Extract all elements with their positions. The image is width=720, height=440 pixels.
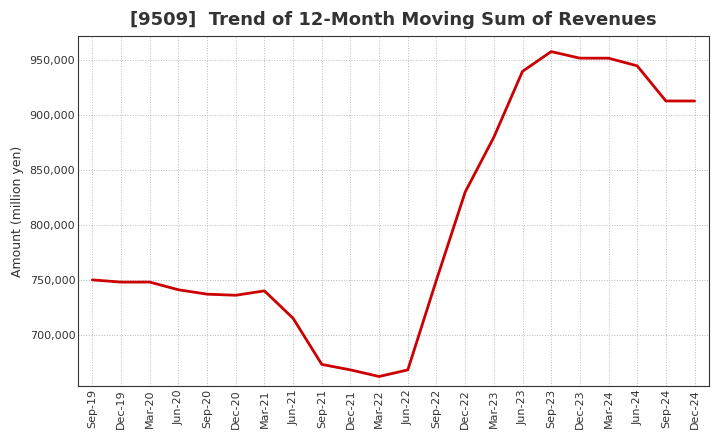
Title: [9509]  Trend of 12-Month Moving Sum of Revenues: [9509] Trend of 12-Month Moving Sum of R… [130,11,657,29]
Y-axis label: Amount (million yen): Amount (million yen) [11,146,24,277]
